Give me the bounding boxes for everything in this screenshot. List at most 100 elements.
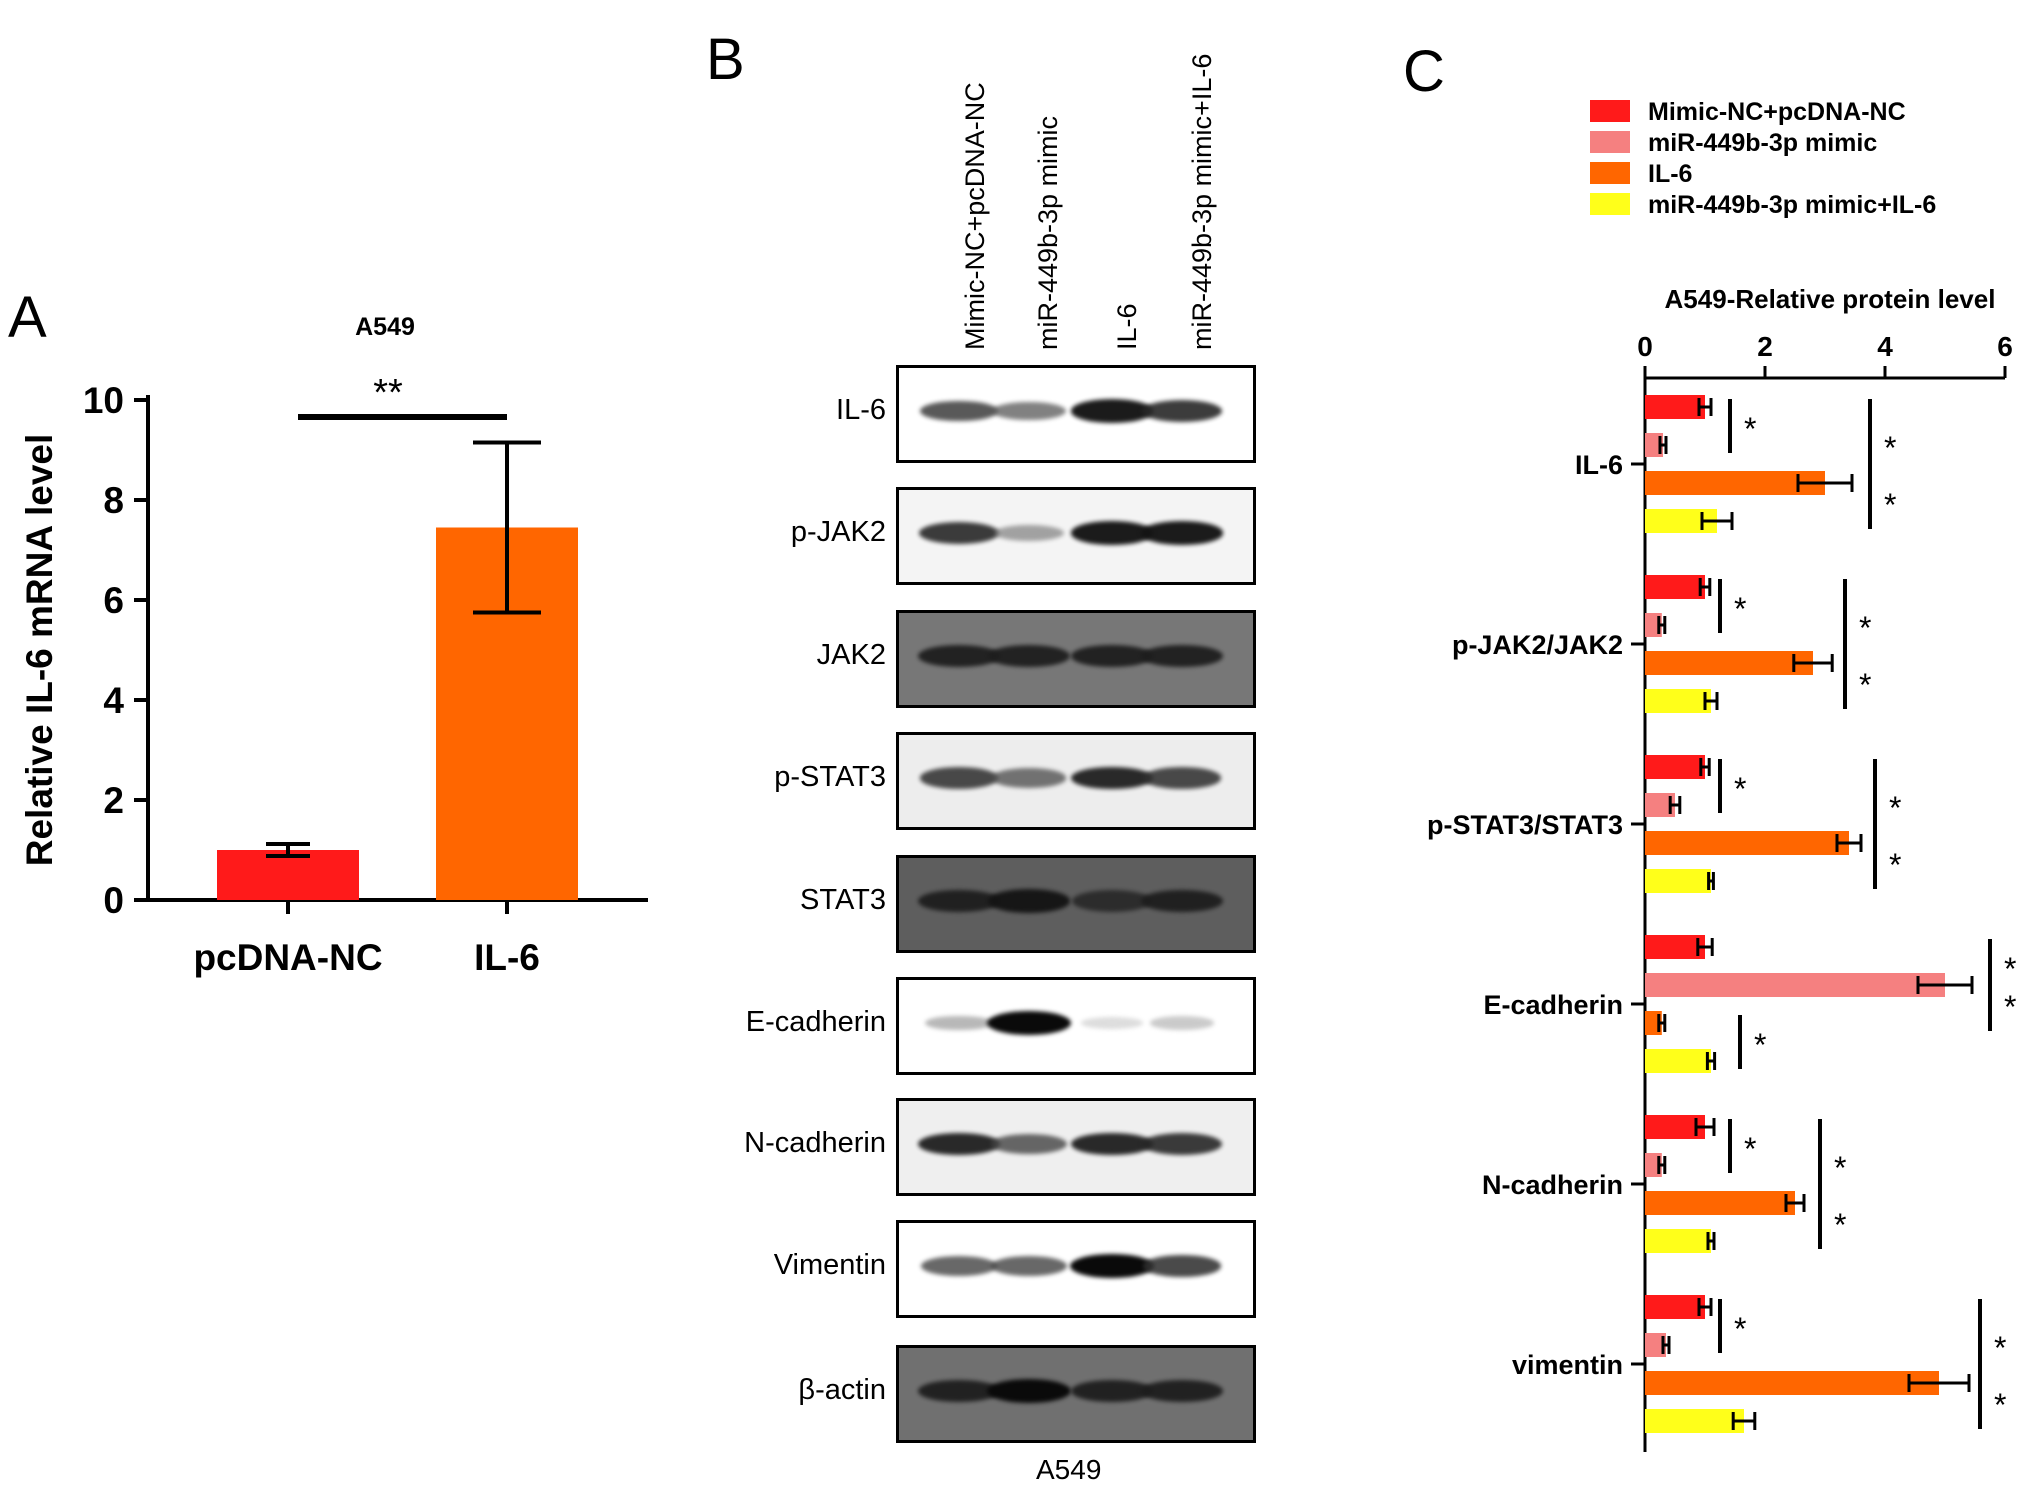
protein-band [988,644,1070,668]
lane-label: IL-6 [1112,303,1142,350]
legend-swatch [1590,100,1630,122]
bar [1645,869,1711,893]
blot-e-cadherin [896,977,1256,1075]
bar [1645,1409,1744,1433]
x-tick-label: 0 [1637,331,1653,362]
significance-mark: * [1994,1387,2006,1423]
significance-mark: * [1884,430,1896,466]
protein-band [1141,1133,1223,1155]
blot-jak2 [896,610,1256,708]
protein-band [992,401,1066,421]
blot-stat3 [896,855,1256,953]
significance-mark: * [1754,1027,1766,1063]
protein-band [1071,1379,1153,1403]
protein-band [1071,890,1153,912]
blot--actin [896,1345,1256,1443]
significance-mark: * [1834,1207,1846,1243]
bar [1645,1049,1711,1073]
legend-swatch [1590,193,1630,215]
bar [1645,395,1705,419]
protein-band [1070,521,1154,545]
y-tick-label: p-STAT3/STAT3 [1427,810,1623,840]
bar [1645,755,1705,779]
significance-mark: ** [373,372,403,414]
bar [1645,689,1711,713]
x-tick-label: IL-6 [474,937,540,978]
panel-letter-a: A [8,285,47,350]
bar [1645,575,1705,599]
blot-label: STAT3 [800,884,886,916]
protein-band [1071,766,1153,790]
y-tick-label: 8 [103,480,124,521]
significance-mark: * [1734,1311,1746,1347]
y-tick-label: 0 [103,880,124,921]
protein-band [918,522,1000,544]
protein-band [990,1256,1068,1276]
legend-swatch [1590,131,1630,153]
blot-label: JAK2 [816,639,886,671]
protein-band [1071,644,1153,668]
bar [1645,1191,1795,1215]
protein-band [1142,1255,1222,1277]
protein-band [918,644,1000,668]
significance-mark: * [1744,411,1756,447]
protein-band [987,1379,1071,1403]
protein-band [987,1011,1071,1035]
protein-band [925,1015,993,1031]
panel-b-western-blots: Mimic-NC+pcDNA-NC miR-449b-3p mimic IL-6 mi… [700,0,1300,1494]
y-tick-label: N-cadherin [1482,1170,1623,1200]
x-tick-label: 2 [1757,331,1773,362]
bar [1645,831,1849,855]
chart-title: A549 [355,313,415,341]
protein-band [1141,400,1223,422]
y-tick-label: IL-6 [1575,450,1623,480]
significance-mark: * [2004,989,2016,1025]
significance-mark: * [1734,771,1746,807]
panel-letter-b: B [706,27,745,92]
bar [1645,1333,1666,1357]
bar [1645,973,1945,997]
blot-label: β-actin [798,1374,886,1406]
y-tick-label: p-JAK2/JAK2 [1452,630,1623,660]
protein-band [1140,521,1224,545]
bar [217,850,359,900]
bar [1645,651,1813,675]
bar [1645,1371,1939,1395]
x-tick-label: 4 [1877,331,1893,362]
bar [1645,1229,1711,1253]
blot-label: N-cadherin [744,1127,886,1159]
x-tick-label: pcDNA-NC [193,937,382,978]
significance-mark: * [1889,790,1901,826]
protein-band [1070,399,1154,423]
protein-band [1141,644,1223,668]
legend-label: miR-449b-3p mimic+IL-6 [1648,191,1936,219]
y-tick-label: 4 [103,680,124,721]
protein-band [918,889,1000,913]
protein-band [918,1132,1000,1156]
protein-band [918,1379,1000,1403]
legend-label: miR-449b-3p mimic [1648,129,1877,157]
significance-mark: * [1834,1150,1846,1186]
protein-band [919,767,999,789]
blot-label: IL-6 [836,394,886,426]
y-tick-label: vimentin [1512,1350,1623,1380]
panel-a-bar-chart: A549 0 2 4 6 8 10 Relative IL-6 mRNA level pcDNA… [19,313,648,978]
bar [1645,471,1825,495]
bar [1645,935,1705,959]
protein-band [1071,1132,1153,1156]
significance-mark: * [1994,1330,2006,1366]
blot-label: p-JAK2 [790,516,886,548]
blot-n-cadherin [896,1098,1256,1196]
panel-letter-c: C [1403,39,1445,104]
protein-band [1141,1379,1223,1403]
protein-band [1142,767,1222,789]
y-tick-label: 2 [103,780,124,821]
blot-label: p-STAT3 [774,761,886,793]
significance-mark: * [1884,487,1896,523]
panel-c-bar-chart: Mimic-NC+pcDNA-NC miR-449b-3p mimic IL-6 mi… [1427,98,2016,1452]
protein-band [920,1256,998,1276]
y-tick-label: 10 [83,380,124,421]
blot-label: Vimentin [773,1249,886,1281]
protein-band [1081,1017,1143,1029]
y-tick-label: E-cadherin [1483,990,1623,1020]
